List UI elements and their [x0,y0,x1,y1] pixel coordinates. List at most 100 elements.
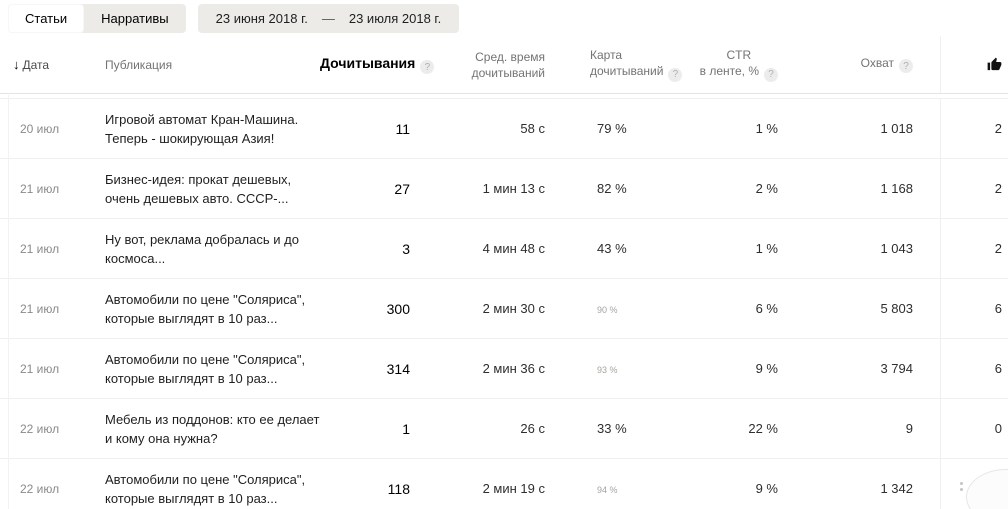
header-publication-label: Публикация [105,57,173,72]
readmap-percent-text: 33 % [597,420,627,436]
readmap-bar[interactable]: 90 % [597,302,618,315]
cell-reach: 3 794 [880,361,913,376]
cell-reads: 118 [387,480,410,497]
readmap-bar-label: 94 % [597,484,618,495]
cell-likes: 0 [940,399,1008,458]
readmap-bar[interactable]: 93 % [597,362,618,375]
table-row: 21 июл Автомобили по цене "Соляриса", ко… [0,279,1008,339]
sort-desc-icon[interactable]: ↓ [13,57,20,72]
cell-likes: 6 [940,279,1008,338]
cell-reads: 27 [394,180,410,197]
table-row: 22 июл Автомобили по цене "Соляриса", ко… [0,459,1008,509]
header-ctr[interactable]: CTR в ленте, %? [695,47,790,82]
header-readmap-line2: дочитываний? [590,63,695,82]
publication-title-link[interactable]: Автомобили по цене "Соляриса", которые в… [105,291,306,326]
cell-reads: 300 [386,300,410,317]
cell-reads: 3 [402,240,410,257]
cell-ctr: 9 % [755,361,778,376]
cell-reads: 1 [402,420,410,437]
publication-title-link[interactable]: Игровой автомат Кран-Машина. Теперь - шо… [105,111,299,146]
table-row: 21 июл Бизнес-идея: прокат дешевых, очен… [0,159,1008,219]
publication-title-link[interactable]: Бизнес-идея: прокат дешевых, очень дешев… [105,171,292,206]
help-icon[interactable]: ? [420,60,435,75]
cell-avg-time: 2 мин 36 с [482,361,545,376]
cell-avg-time: 2 мин 19 с [482,481,545,496]
cell-date: 21 июл [20,181,60,196]
header-avg-time-line2: дочитываний [471,65,545,80]
header-publication: Публикация [105,58,320,72]
thumb-up-icon [987,57,1002,72]
tab-articles[interactable]: Статьи [8,4,85,33]
header-readmap-line1: Карта [590,48,623,62]
cell-ctr: 9 % [755,481,778,496]
cell-avg-time: 4 мин 48 с [482,241,545,256]
table-row: 21 июл Автомобили по цене "Соляриса", ко… [0,339,1008,399]
header-reads-label[interactable]: Дочитывания [320,54,416,71]
cell-reach: 9 [905,421,913,436]
cell-likes [940,459,1008,509]
help-icon[interactable]: ? [899,59,913,74]
cell-date: 22 июл [20,481,60,496]
cell-reach: 5 803 [880,301,913,316]
cell-reads: 314 [386,360,410,377]
help-icon[interactable]: ? [668,68,683,82]
publication-title-link[interactable]: Ну вот, реклама добралась и до космоса..… [105,231,299,266]
date-range-separator: — [321,11,335,26]
cell-avg-time: 26 с [520,421,545,436]
readmap-bar-label: 90 % [597,304,618,315]
cell-likes: 2 [940,99,1008,158]
header-reach[interactable]: Охват? [790,56,940,74]
header-ctr-line1: CTR [726,48,752,62]
cell-date: 22 июл [20,421,60,436]
cell-reads: 11 [395,120,410,137]
topbar: Статьи Нарративы 23 июня 2018 г. — 23 ию… [0,0,1008,36]
table-header: ↓ Дата Публикация Дочитывания? Сред. врем… [0,36,1008,94]
header-likes[interactable] [940,36,1008,93]
cell-likes: 2 [940,219,1008,278]
header-ctr-line2: в ленте, %? [700,63,778,82]
readmap-percent-text: 79 % [597,120,627,136]
header-reach-label: Охват [860,55,894,70]
cell-ctr: 1 % [755,241,778,256]
header-avg-time[interactable]: Сред. время дочитываний [420,49,550,81]
cell-reach: 1 018 [880,121,913,136]
cell-reach: 1 043 [880,241,913,256]
cell-reach: 1 342 [880,481,913,496]
publication-title-link[interactable]: Мебель из поддонов: кто ее делает и кому… [105,411,320,446]
cell-date: 21 июл [20,241,60,256]
readmap-percent-text: 43 % [597,240,627,256]
tab-narratives[interactable]: Нарративы [101,11,169,26]
cell-ctr: 22 % [748,421,778,436]
date-range-picker[interactable]: 23 июня 2018 г. — 23 июля 2018 г. [197,4,460,33]
content-type-tabs: Статьи Нарративы [8,4,186,33]
publication-title-link[interactable]: Автомобили по цене "Соляриса", которые в… [105,351,306,386]
scroll-boundary-line [8,95,9,509]
header-avg-time-line1: Сред. время [475,49,545,64]
header-date[interactable]: ↓ Дата [0,57,105,72]
cell-avg-time: 1 мин 13 с [482,181,545,196]
scrolled-row-sliver [0,94,1008,99]
cell-reach: 1 168 [880,181,913,196]
header-readmap[interactable]: Карта дочитываний? [550,47,695,82]
table-row: 22 июл Мебель из поддонов: кто ее делает… [0,399,1008,459]
cell-ctr: 6 % [755,301,778,316]
cell-likes: 2 [940,159,1008,218]
cell-ctr: 1 % [755,121,778,136]
readmap-bar-label: 93 % [597,364,618,375]
cell-avg-time: 2 мин 30 с [482,301,545,316]
cell-date: 20 июл [20,121,60,136]
cell-likes: 6 [940,339,1008,398]
cell-date: 21 июл [20,361,60,376]
table-row: 20 июл Игровой автомат Кран-Машина. Тепе… [0,99,1008,159]
readmap-bar[interactable]: 94 % [597,482,618,495]
date-range-end[interactable]: 23 июля 2018 г. [348,11,442,26]
readmap-percent-text: 82 % [597,180,627,196]
header-reads[interactable]: Дочитывания? [320,54,435,75]
header-date-label[interactable]: Дата [22,58,50,72]
more-dots-icon [960,482,963,485]
date-range-start[interactable]: 23 июня 2018 г. [215,11,308,26]
help-icon[interactable]: ? [764,68,778,82]
floating-widget-button[interactable] [966,469,1008,509]
publication-title-link[interactable]: Автомобили по цене "Соляриса", которые в… [105,471,306,506]
cell-ctr: 2 % [755,181,778,196]
